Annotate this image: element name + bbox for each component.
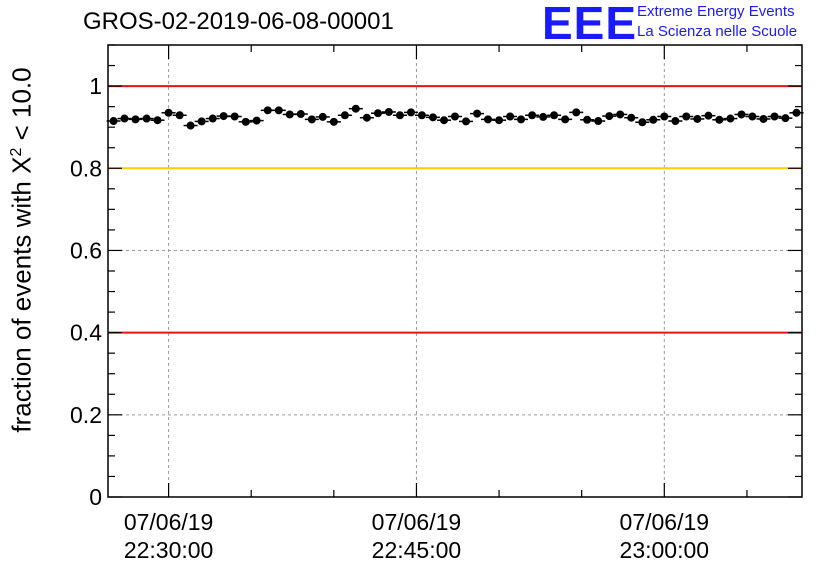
data-point	[693, 114, 702, 123]
data-point	[572, 108, 581, 117]
data-point	[748, 112, 757, 121]
data-point	[120, 114, 129, 123]
data-point	[318, 112, 327, 121]
reference-lines	[108, 85, 802, 334]
data-point	[263, 106, 272, 115]
chart-title: GROS-02-2019-06-08-00001	[83, 8, 394, 35]
data-point	[561, 115, 570, 124]
data-point	[329, 117, 338, 126]
y-tick-label: 0.2	[70, 402, 102, 428]
data-point	[550, 111, 559, 120]
x-tick-label-date: 07/06/19	[124, 509, 214, 535]
data-point	[164, 108, 173, 117]
data-point	[153, 116, 162, 125]
data-point	[440, 116, 449, 125]
x-tick-label-time: 23:00:00	[620, 537, 710, 563]
data-point	[417, 111, 426, 120]
data-point	[340, 111, 349, 120]
data-point	[483, 115, 492, 124]
data-point	[605, 112, 614, 121]
data-point	[594, 117, 603, 126]
data-point	[682, 112, 691, 121]
data-point	[671, 117, 680, 126]
data-point	[351, 104, 360, 113]
data-point	[406, 108, 415, 117]
data-point	[539, 112, 548, 121]
axes: 00.20.40.60.8107/06/1922:30:0007/06/1922…	[70, 44, 803, 563]
data-points	[106, 104, 804, 130]
data-point	[759, 114, 768, 123]
data-point	[495, 116, 504, 125]
data-point	[296, 110, 305, 119]
data-point	[197, 117, 206, 126]
data-point	[660, 112, 669, 121]
data-point	[638, 118, 647, 127]
y-tick-label: 1	[89, 73, 102, 99]
data-point	[528, 111, 537, 120]
data-point	[428, 113, 437, 122]
data-point	[715, 115, 724, 124]
data-point	[252, 116, 261, 125]
data-point	[241, 117, 250, 126]
data-point	[649, 115, 658, 124]
logo-subtitle-line1: Extreme Energy Events	[637, 3, 795, 20]
data-point	[616, 110, 625, 119]
x-tick-label-time: 22:30:00	[124, 537, 214, 563]
data-point	[230, 112, 239, 121]
data-point	[186, 121, 195, 130]
data-point	[109, 117, 118, 126]
data-point	[175, 111, 184, 120]
data-point	[274, 106, 283, 115]
data-point	[462, 117, 471, 126]
data-point	[285, 110, 294, 119]
data-point	[770, 112, 779, 121]
x-tick-label-date: 07/06/19	[620, 509, 710, 535]
data-point	[208, 114, 217, 123]
y-tick-label: 0.8	[70, 155, 102, 181]
data-point	[792, 108, 801, 117]
data-point	[781, 114, 790, 123]
data-point	[583, 115, 592, 124]
data-point	[219, 112, 228, 121]
data-point	[704, 111, 713, 120]
data-point	[384, 107, 393, 116]
data-point	[517, 115, 526, 124]
data-point	[726, 114, 735, 123]
data-point	[142, 114, 151, 123]
eee-logo: EEE Extreme Energy Events La Scienza nel…	[542, 0, 832, 49]
data-point	[473, 109, 482, 118]
x-tick-label-date: 07/06/19	[372, 509, 462, 535]
logo-subtitle-line2: La Scienza nelle Scuole	[637, 23, 798, 40]
data-point	[373, 109, 382, 118]
data-point	[395, 111, 404, 120]
data-point	[450, 112, 459, 121]
data-point	[362, 113, 371, 122]
data-point	[737, 110, 746, 119]
data-point	[131, 115, 140, 124]
x-tick-label-time: 22:45:00	[372, 537, 462, 563]
eee-logo-mark: EEE	[542, 0, 638, 49]
y-tick-label: 0.6	[70, 237, 102, 263]
y-tick-label: 0.4	[70, 320, 102, 346]
y-tick-label: 0	[89, 484, 102, 510]
data-point	[627, 113, 636, 122]
data-point	[307, 115, 316, 124]
data-point	[506, 112, 515, 121]
